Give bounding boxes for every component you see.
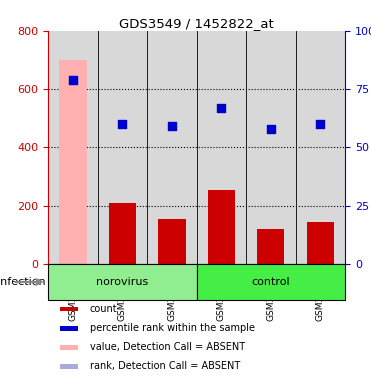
Text: percentile rank within the sample: percentile rank within the sample bbox=[90, 323, 255, 333]
Text: infection: infection bbox=[0, 277, 45, 287]
Bar bbox=[60, 345, 78, 349]
Bar bbox=[257, 229, 285, 264]
Point bbox=[317, 121, 323, 127]
Point bbox=[119, 121, 125, 127]
Bar bbox=[59, 60, 86, 264]
Bar bbox=[60, 326, 78, 331]
Text: rank, Detection Call = ABSENT: rank, Detection Call = ABSENT bbox=[90, 361, 240, 371]
Text: count: count bbox=[90, 304, 117, 314]
Bar bbox=[307, 222, 334, 264]
Bar bbox=[60, 364, 78, 369]
Bar bbox=[48, 264, 197, 300]
Bar bbox=[197, 264, 345, 300]
Point bbox=[169, 123, 175, 129]
Point bbox=[219, 104, 224, 111]
Point bbox=[70, 77, 76, 83]
Bar bbox=[109, 203, 136, 264]
Text: value, Detection Call = ABSENT: value, Detection Call = ABSENT bbox=[90, 342, 245, 352]
Title: GDS3549 / 1452822_at: GDS3549 / 1452822_at bbox=[119, 17, 274, 30]
Text: control: control bbox=[252, 277, 290, 287]
Bar bbox=[208, 190, 235, 264]
Point bbox=[268, 126, 274, 132]
Text: norovirus: norovirus bbox=[96, 277, 148, 287]
Bar bbox=[158, 219, 186, 264]
Point bbox=[70, 77, 76, 83]
Bar bbox=[60, 307, 78, 311]
